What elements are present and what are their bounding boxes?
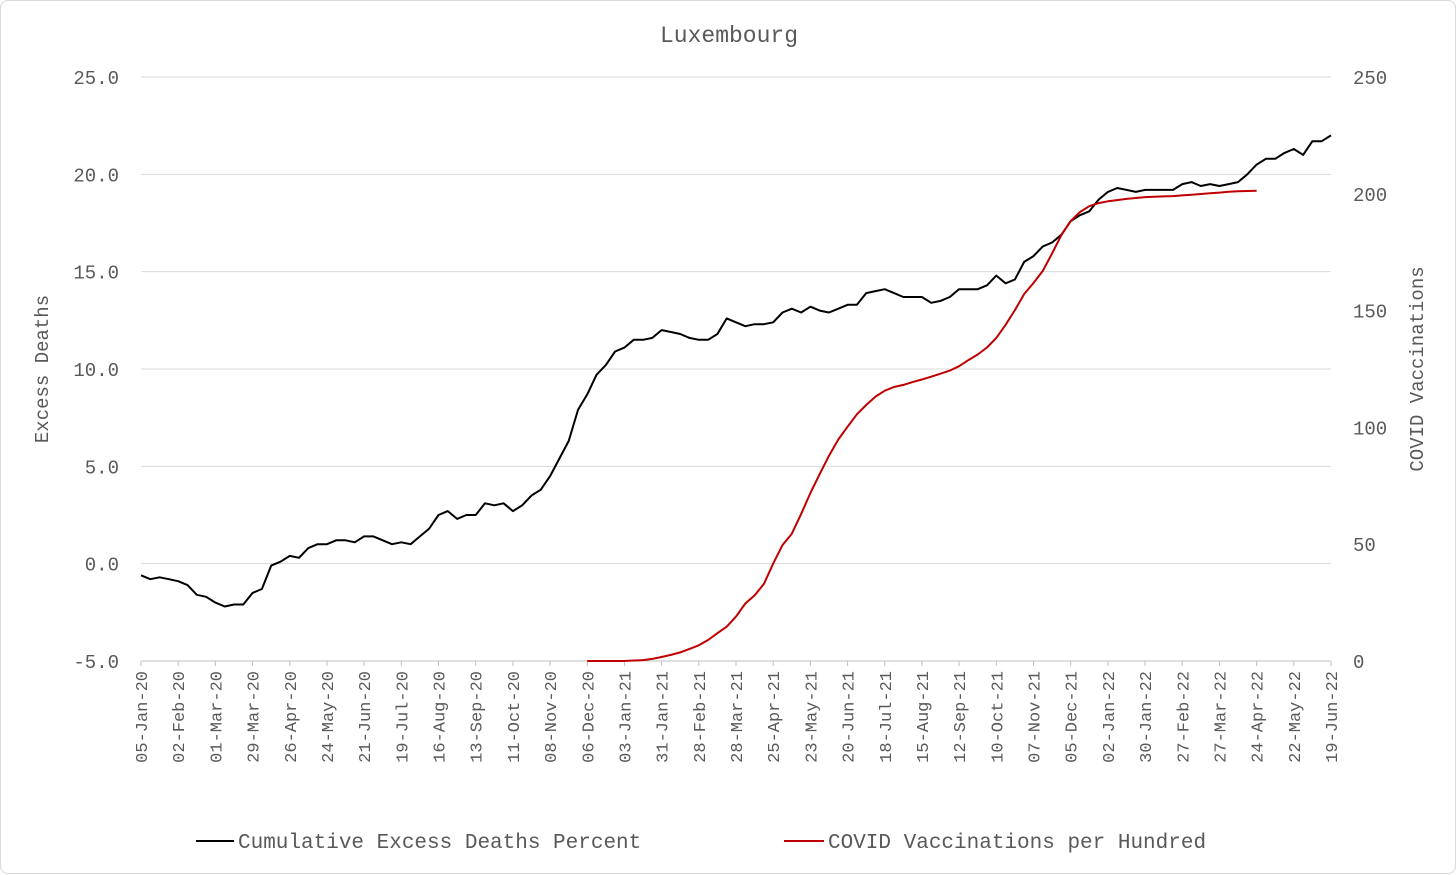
series-line-excess-deaths <box>140 134 1332 608</box>
left-tick-label: 5.0 <box>85 457 119 479</box>
x-tick-label: 28-Mar-21 <box>729 671 748 763</box>
x-tick-label: 24-May-20 <box>320 671 339 763</box>
right-axis-ticks: 0 50 100 150 200 250 <box>1353 68 1387 674</box>
x-tick-label: 24-Apr-22 <box>1250 671 1269 763</box>
x-tick-label: 23-May-21 <box>803 671 822 763</box>
x-tick-label: 10-Oct-21 <box>989 671 1008 763</box>
x-tick-label: 01-Mar-20 <box>208 671 227 763</box>
right-tick-label: 200 <box>1353 185 1387 207</box>
x-tick-label: 03-Jan-21 <box>617 671 636 763</box>
legend: Cumulative Excess Deaths Percent COVID V… <box>196 832 1206 855</box>
x-axis-ticks: 05-Jan-20 02-Feb-20 01-Mar-20 29-Mar-20 26-A… <box>134 661 1343 763</box>
x-tick-label: 20-Jun-21 <box>841 671 860 763</box>
x-tick-label: 06-Dec-20 <box>580 671 599 763</box>
x-tick-label: 25-Apr-21 <box>766 671 785 763</box>
x-tick-label: 18-Jul-21 <box>878 671 897 763</box>
x-tick-label: 27-Mar-22 <box>1212 671 1231 763</box>
x-tick-label: 29-Mar-20 <box>246 671 265 763</box>
x-tick-label: 19-Jun-22 <box>1324 671 1343 763</box>
x-tick-label: 05-Jan-20 <box>134 671 153 763</box>
chart-title: Luxembourg <box>660 23 798 49</box>
x-tick-label: 13-Sep-20 <box>469 671 488 763</box>
left-tick-label: -5.0 <box>73 652 119 674</box>
x-tick-label: 02-Jan-22 <box>1101 671 1120 763</box>
x-tick-label: 07-Nov-21 <box>1027 671 1046 763</box>
x-tick-label: 02-Feb-20 <box>171 671 190 763</box>
right-tick-label: 50 <box>1353 535 1376 557</box>
x-tick-label: 11-Oct-20 <box>506 671 525 763</box>
series-layer <box>140 134 1332 662</box>
gridlines <box>141 76 1331 565</box>
x-tick-label: 26-Apr-20 <box>283 671 302 763</box>
left-tick-label: 25.0 <box>73 68 119 90</box>
left-axis-ticks: -5.0 0.0 5.0 10.0 15.0 20.0 25.0 <box>73 68 119 674</box>
legend-label-vaccinations: COVID Vaccinations per Hundred <box>828 832 1206 855</box>
x-tick-label: 30-Jan-22 <box>1138 671 1157 763</box>
x-tick-label: 15-Aug-21 <box>915 671 934 763</box>
x-tick-label: 27-Feb-22 <box>1175 671 1194 763</box>
x-tick-label: 19-Jul-20 <box>394 671 413 763</box>
left-tick-label: 0.0 <box>85 555 119 577</box>
x-tick-label: 08-Nov-20 <box>543 671 562 763</box>
left-tick-label: 20.0 <box>73 165 119 187</box>
x-tick-label: 31-Jan-21 <box>655 671 674 763</box>
x-tick-label: 22-May-22 <box>1287 671 1306 763</box>
left-axis-title: Excess Deaths <box>32 295 54 443</box>
x-tick-label: 12-Sep-21 <box>952 671 971 763</box>
x-tick-label: 21-Jun-20 <box>357 671 376 763</box>
right-tick-label: 250 <box>1353 68 1387 90</box>
x-tick-label: 28-Feb-21 <box>692 671 711 763</box>
left-tick-label: 10.0 <box>73 360 119 382</box>
series-line-vaccinations <box>587 189 1257 662</box>
right-tick-label: 100 <box>1353 418 1387 440</box>
x-tick-label: 16-Aug-20 <box>432 671 451 763</box>
right-axis-title: COVID Vaccinations <box>1407 266 1429 471</box>
legend-label-excess-deaths: Cumulative Excess Deaths Percent <box>238 832 641 855</box>
x-tick-label: 05-Dec-21 <box>1064 671 1083 763</box>
right-tick-label: 150 <box>1353 302 1387 324</box>
left-tick-label: 15.0 <box>73 263 119 285</box>
right-tick-label: 0 <box>1353 652 1364 674</box>
